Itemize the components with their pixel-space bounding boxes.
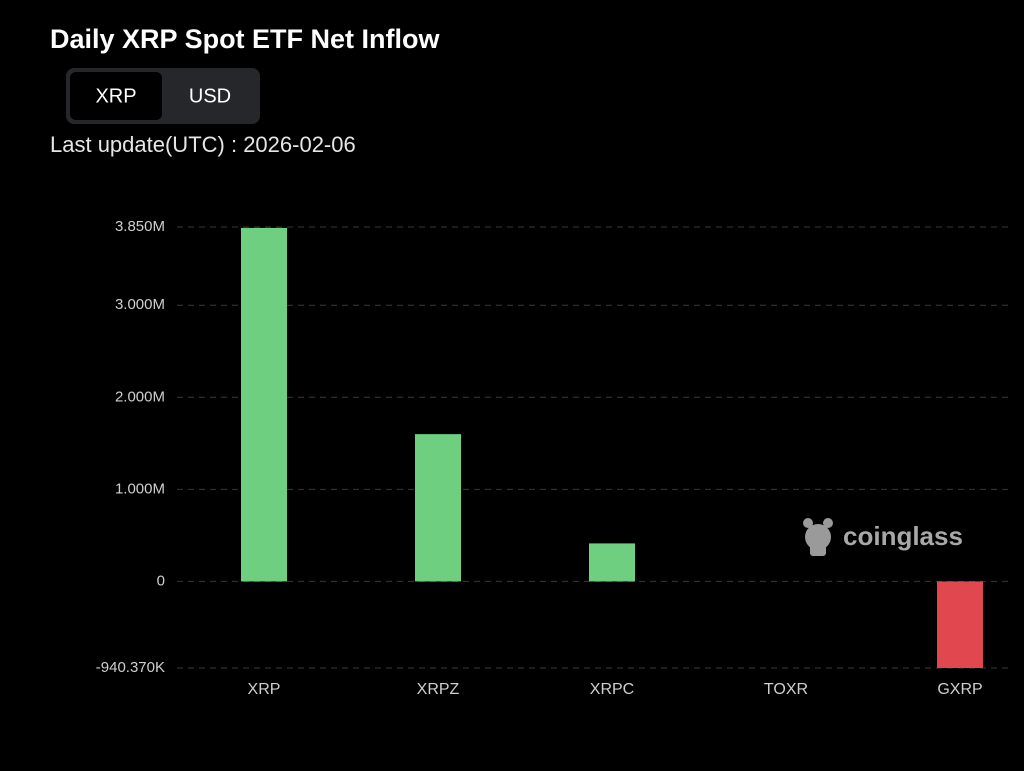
x-tick-label: GXRP: [937, 681, 982, 698]
y-tick-label: 0: [157, 572, 165, 589]
watermark-icon: [803, 518, 833, 556]
y-tick-label: 1.000M: [115, 480, 165, 497]
y-tick-label: 3.000M: [115, 296, 165, 313]
watermark: coinglass: [843, 521, 963, 551]
bar: [937, 581, 983, 668]
toggle-option[interactable]: XRP: [95, 85, 136, 107]
x-tick-label: XRPZ: [417, 681, 460, 698]
toggle-option[interactable]: USD: [189, 85, 231, 107]
y-tick-label: 2.000M: [115, 388, 165, 405]
y-tick-label: 3.850M: [115, 218, 165, 235]
bar: [415, 434, 461, 582]
x-tick-label: XRPC: [590, 681, 634, 698]
subtitle: Last update(UTC) : 2026-02-06: [50, 132, 356, 157]
y-tick-label: -940.370K: [96, 659, 165, 676]
x-tick-label: TOXR: [764, 681, 808, 698]
toggle-selected: [70, 72, 162, 120]
bar: [589, 543, 635, 582]
chart-title: Daily XRP Spot ETF Net Inflow: [50, 24, 441, 54]
x-tick-label: XRP: [248, 681, 281, 698]
bar: [241, 227, 287, 582]
